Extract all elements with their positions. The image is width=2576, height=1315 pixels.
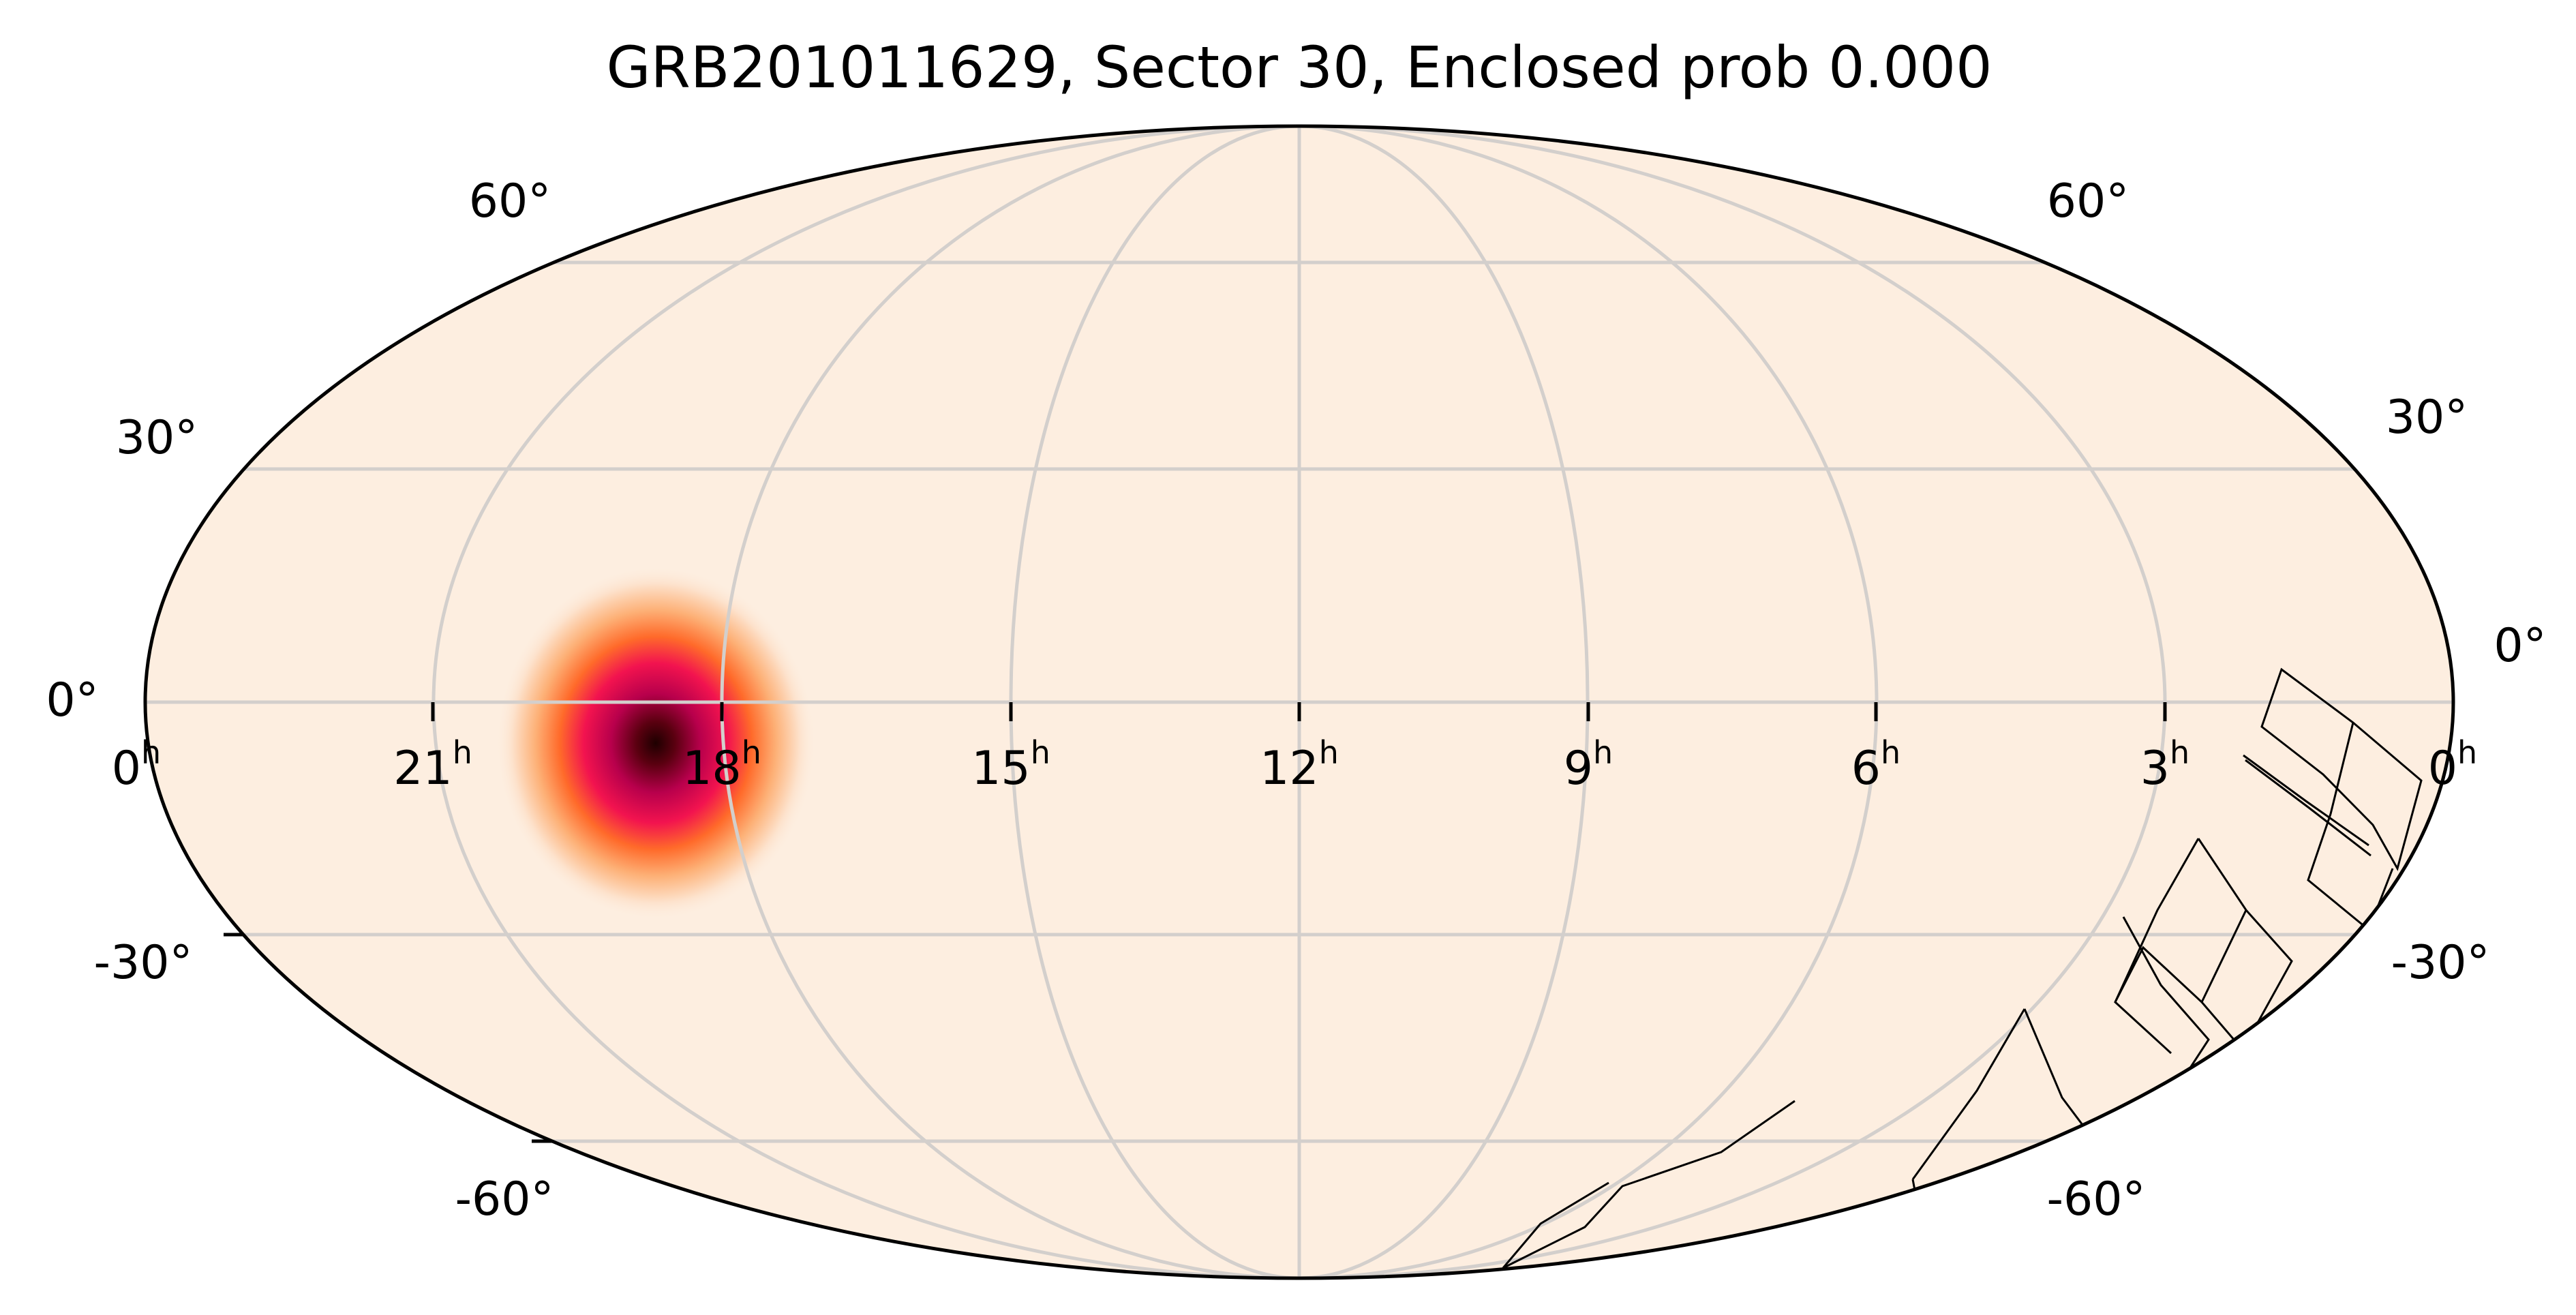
svg-text:0h: 0h: [2428, 734, 2477, 796]
map-outline: [143, 124, 2455, 1280]
svg-text:6h: 6h: [1851, 734, 1900, 796]
svg-text:30°: 30°: [2386, 391, 2468, 444]
svg-text:21h: 21h: [393, 734, 472, 796]
ra-tick-marks: [431, 702, 2167, 721]
svg-text:60°: 60°: [469, 175, 551, 228]
svg-text:18h: 18h: [682, 734, 761, 796]
dec-labels-left: 60° 30° 0° -30° -60°: [46, 175, 554, 1226]
svg-text:0°: 0°: [2494, 619, 2546, 673]
svg-text:0°: 0°: [46, 674, 98, 727]
svg-text:30°: 30°: [116, 411, 198, 465]
ra-labels: 0h 21h 18h 15h 12h 9h 6h 3h 0h: [112, 734, 2477, 796]
svg-text:-30°: -30°: [93, 936, 192, 990]
chart-title: GRB201011629, Sector 30, Enclosed prob 0…: [606, 34, 1992, 101]
svg-text:-60°: -60°: [455, 1173, 554, 1226]
svg-text:15h: 15h: [971, 734, 1050, 796]
svg-text:12h: 12h: [1260, 734, 1339, 796]
svg-text:0h: 0h: [112, 734, 161, 796]
svg-text:-30°: -30°: [2391, 936, 2489, 990]
svg-text:3h: 3h: [2140, 734, 2189, 796]
dec-labels-right: 60° 30° 0° -30° -60°: [2046, 175, 2546, 1226]
probability-blob: [496, 566, 816, 920]
svg-text:60°: 60°: [2047, 175, 2130, 228]
svg-text:9h: 9h: [1564, 734, 1613, 796]
svg-text:-60°: -60°: [2046, 1173, 2145, 1226]
